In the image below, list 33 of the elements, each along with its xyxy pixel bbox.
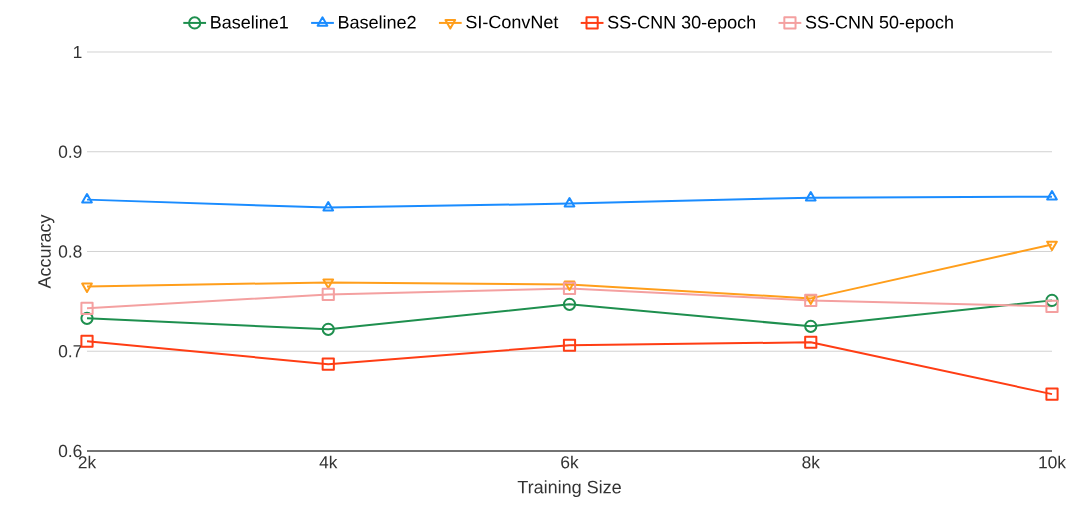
point (322, 201, 335, 212)
y-axis-title: Accuracy (38, 214, 55, 289)
y-tick-label: 0.9 (58, 145, 82, 158)
x-axis-title: Training Size (517, 480, 621, 498)
point (1045, 293, 1059, 307)
x-tick-label: 10k (1039, 455, 1066, 469)
point (1046, 190, 1058, 201)
legend-label: SS-CNN 50-epoch (805, 15, 953, 33)
point (562, 338, 577, 352)
x-tick-label: 6k (561, 455, 579, 469)
point (80, 311, 94, 325)
legend-label: Baseline1 (211, 15, 288, 29)
x-tick-label: 8k (802, 455, 820, 469)
legend-label: SS-CNN 30-epoch (607, 15, 756, 33)
point (321, 357, 335, 371)
point (563, 197, 576, 208)
point (81, 193, 93, 204)
legend-label: Baseline2 (339, 15, 416, 29)
y-tick-label: 0.7 (58, 345, 82, 358)
x-tick-label: 4k (319, 455, 338, 469)
point (804, 319, 818, 333)
point (321, 287, 335, 301)
point (1045, 299, 1059, 313)
y-tick-label: 1 (73, 46, 82, 58)
point (804, 335, 818, 349)
legend-label: SI-ConvNet (466, 15, 559, 29)
point (80, 334, 94, 348)
point (1045, 387, 1059, 401)
point (321, 322, 335, 336)
point (804, 191, 817, 202)
y-tick-label: 0.8 (58, 245, 82, 258)
point (80, 301, 94, 315)
point (562, 297, 577, 311)
